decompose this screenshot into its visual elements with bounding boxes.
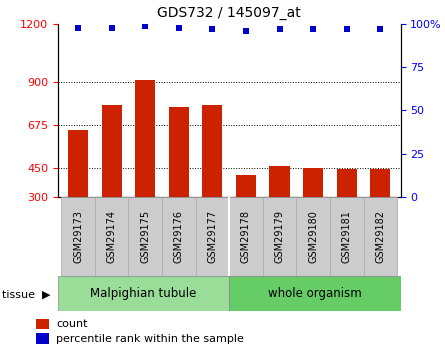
Bar [101, 105, 121, 197]
Text: GSM29180: GSM29180 [308, 210, 318, 263]
Point [142, 23, 149, 29]
Point [74, 25, 81, 30]
Text: Malpighian tubule: Malpighian tubule [90, 287, 197, 300]
Bar [68, 130, 88, 197]
Bar [36, 319, 49, 329]
Text: tissue  ▶: tissue ▶ [2, 290, 51, 300]
FancyBboxPatch shape [296, 197, 330, 276]
Text: GSM29177: GSM29177 [207, 210, 217, 263]
FancyBboxPatch shape [61, 197, 95, 276]
Text: GSM29176: GSM29176 [174, 210, 184, 263]
Point [276, 27, 283, 32]
Text: GSM29173: GSM29173 [73, 210, 83, 263]
Point [310, 27, 317, 32]
Text: percentile rank within the sample: percentile rank within the sample [57, 334, 244, 344]
FancyBboxPatch shape [58, 276, 229, 310]
Text: count: count [57, 319, 88, 329]
Bar [337, 169, 357, 197]
Bar [202, 105, 222, 197]
Bar [236, 175, 256, 197]
FancyBboxPatch shape [196, 197, 229, 276]
FancyBboxPatch shape [229, 276, 400, 310]
Bar [303, 168, 323, 197]
Point [343, 27, 350, 32]
Bar [135, 80, 155, 197]
Bar [270, 166, 290, 197]
Bar [36, 333, 49, 344]
FancyBboxPatch shape [95, 197, 129, 276]
FancyBboxPatch shape [162, 197, 196, 276]
Text: GSM29181: GSM29181 [342, 210, 352, 263]
Point [175, 25, 182, 30]
FancyBboxPatch shape [364, 197, 397, 276]
Text: GSM29178: GSM29178 [241, 210, 251, 263]
FancyBboxPatch shape [263, 197, 296, 276]
Text: whole organism: whole organism [268, 287, 362, 300]
Text: GSM29174: GSM29174 [107, 210, 117, 263]
FancyBboxPatch shape [330, 197, 364, 276]
FancyBboxPatch shape [129, 197, 162, 276]
Text: GSM29175: GSM29175 [140, 210, 150, 263]
Bar [370, 169, 390, 197]
Point [243, 28, 250, 34]
Point [209, 27, 216, 32]
Text: GSM29179: GSM29179 [275, 210, 284, 263]
Bar [169, 107, 189, 197]
Point [377, 27, 384, 32]
FancyBboxPatch shape [229, 197, 263, 276]
Title: GDS732 / 145097_at: GDS732 / 145097_at [157, 6, 301, 20]
Point [108, 25, 115, 30]
Text: GSM29182: GSM29182 [375, 210, 385, 263]
